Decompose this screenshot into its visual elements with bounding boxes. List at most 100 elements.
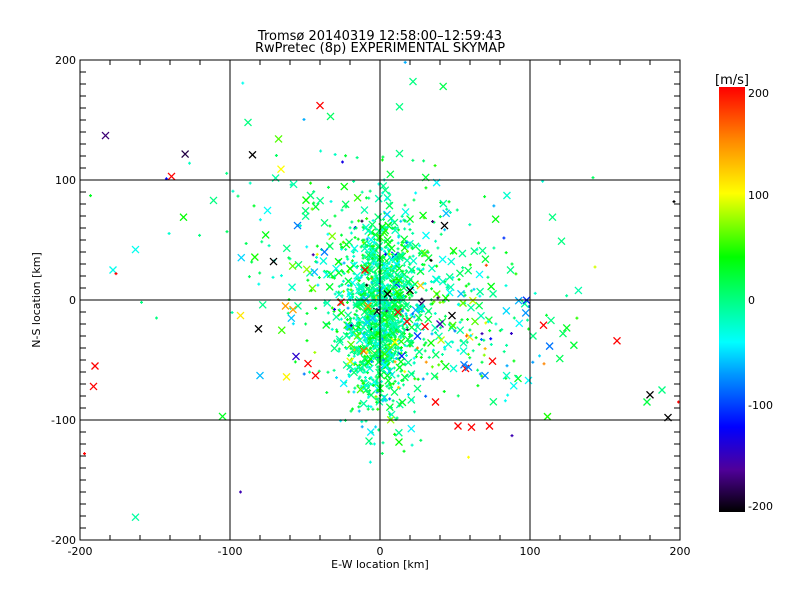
cross-marker: [236, 311, 245, 320]
plus-marker: [526, 318, 530, 322]
cross-marker: [478, 246, 487, 255]
cross-marker: [430, 372, 439, 381]
cross-marker: [209, 196, 218, 205]
plus-marker: [468, 223, 472, 227]
plus-marker: [350, 259, 354, 263]
plus-marker: [514, 374, 518, 378]
cross-marker: [334, 257, 343, 266]
plus-marker: [389, 367, 393, 371]
plus-marker: [345, 318, 349, 322]
cross-marker: [548, 213, 557, 222]
plus-marker: [349, 323, 353, 327]
plus-marker: [358, 323, 362, 327]
plus-marker: [399, 369, 403, 373]
plus-marker: [357, 279, 361, 283]
plus-marker: [403, 370, 407, 374]
cross-marker: [371, 278, 380, 287]
plus-marker: [344, 247, 348, 251]
plus-marker: [403, 203, 407, 207]
plus-marker: [355, 309, 359, 313]
plus-marker: [476, 384, 480, 388]
plus-marker: [360, 425, 364, 429]
cross-marker: [403, 256, 412, 265]
cross-marker: [447, 323, 456, 332]
plus-marker: [380, 328, 384, 332]
plus-marker: [461, 266, 465, 270]
cross-marker: [464, 363, 473, 372]
plus-marker: [494, 322, 498, 326]
plus-marker: [430, 332, 434, 336]
plus-marker: [418, 244, 422, 248]
plus-marker: [409, 305, 413, 309]
cross-marker: [277, 326, 286, 335]
colorbar-label: [m/s]: [715, 73, 749, 88]
plus-marker: [482, 353, 486, 357]
plus-marker: [381, 228, 385, 232]
plus-marker: [357, 219, 361, 223]
plus-marker: [366, 404, 370, 408]
cross-marker: [316, 196, 325, 205]
plus-marker: [351, 330, 355, 334]
plus-marker: [434, 239, 438, 243]
plus-marker: [305, 311, 309, 315]
plus-marker: [347, 353, 351, 357]
plus-marker: [341, 279, 345, 283]
plus-marker: [375, 264, 379, 268]
cross-marker: [383, 290, 392, 298]
plus-marker: [401, 326, 405, 330]
plus-marker: [325, 391, 329, 395]
plus-marker: [333, 152, 337, 156]
cross-marker: [347, 340, 355, 349]
cross-marker: [383, 193, 392, 202]
plus-marker: [467, 282, 471, 286]
plus-marker: [433, 164, 437, 168]
cross-marker: [403, 317, 411, 326]
cross-marker: [311, 371, 320, 380]
plus-marker: [402, 449, 406, 453]
plus-marker: [478, 294, 482, 298]
plus-marker: [367, 395, 371, 399]
plus-marker: [364, 262, 368, 266]
cross-marker: [613, 336, 621, 345]
cross-marker: [427, 339, 435, 347]
cross-marker: [281, 302, 290, 310]
cross-marker: [488, 357, 497, 366]
cross-marker: [403, 335, 412, 344]
plus-marker: [231, 189, 235, 193]
plus-marker: [391, 226, 395, 230]
plus-marker: [359, 275, 363, 279]
cross-marker: [320, 248, 329, 256]
x-tick-label: 100: [520, 545, 541, 558]
plus-marker: [460, 318, 464, 322]
plus-marker: [360, 219, 364, 223]
cross-marker: [363, 285, 372, 294]
plus-marker: [430, 287, 434, 291]
plus-marker: [355, 314, 359, 318]
plus-marker: [368, 347, 372, 351]
plus-marker: [347, 390, 351, 394]
plus-marker: [326, 185, 330, 189]
plus-marker: [188, 161, 191, 165]
plus-marker: [345, 347, 349, 351]
plus-marker: [364, 379, 368, 383]
cross-marker: [383, 235, 392, 244]
cross-marker: [509, 381, 518, 390]
cross-marker: [424, 315, 433, 324]
plus-marker: [399, 351, 403, 355]
plus-marker: [392, 278, 396, 282]
plus-marker: [372, 322, 376, 326]
plus-marker: [314, 260, 318, 264]
cross-marker: [413, 332, 422, 340]
plus-marker: [380, 337, 384, 341]
plus-marker: [381, 399, 385, 403]
cross-marker: [448, 321, 457, 330]
plus-marker: [167, 232, 171, 236]
cross-marker: [248, 150, 257, 159]
plus-marker: [383, 225, 387, 229]
plus-marker: [359, 264, 363, 268]
colorbar-tick-label: -100: [748, 399, 773, 412]
plus-marker: [489, 343, 493, 347]
plus-marker: [367, 277, 371, 281]
plus-marker: [365, 350, 369, 354]
plus-marker: [383, 326, 387, 330]
